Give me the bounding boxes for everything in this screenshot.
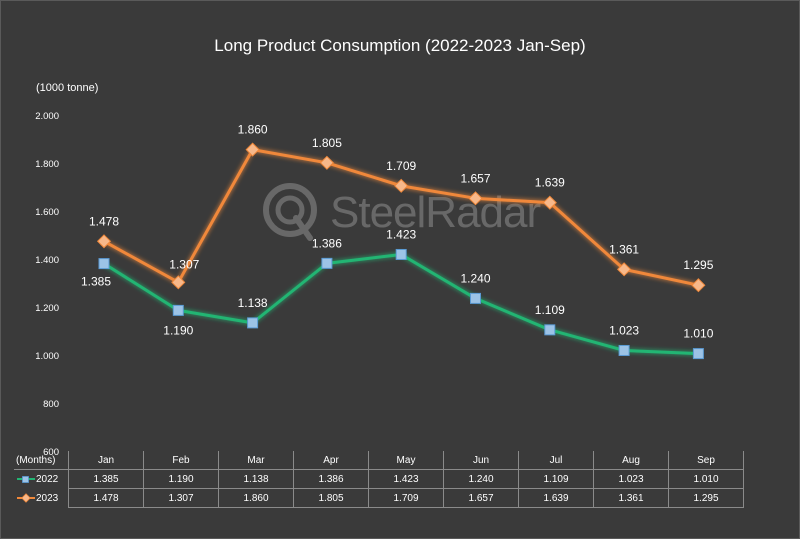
data-point xyxy=(544,324,556,336)
data-label: 1.709 xyxy=(386,159,416,173)
x-tick-label: Sep xyxy=(668,451,744,470)
data-point xyxy=(394,178,409,193)
legend-entry-2023: 2023 xyxy=(14,488,69,508)
y-tick-label: 1.400 xyxy=(35,255,59,266)
data-point xyxy=(319,155,334,170)
x-tick-label: Apr xyxy=(293,451,369,470)
data-point xyxy=(247,317,259,329)
legend-key-2023-icon xyxy=(17,493,35,503)
data-point xyxy=(96,234,112,249)
legend-label-2022: 2022 xyxy=(36,473,59,485)
data-label: 1.023 xyxy=(609,323,639,337)
legend-entry-2022: 2022 xyxy=(14,469,69,489)
table-cell: 1.860 xyxy=(218,488,294,508)
data-label: 1.478 xyxy=(89,214,119,228)
table-cell: 1.709 xyxy=(368,488,444,508)
y-tick-label: 1.600 xyxy=(35,207,59,218)
data-point xyxy=(468,191,483,206)
data-point xyxy=(470,292,481,304)
table-cell: 1.295 xyxy=(668,488,744,508)
data-label: 1.190 xyxy=(163,323,193,337)
table-header-row: (Months) Jan Feb Mar Apr May Jun Jul Aug… xyxy=(14,451,744,470)
data-point xyxy=(172,304,184,316)
data-table: (Months) Jan Feb Mar Apr May Jun Jul Aug… xyxy=(14,451,744,508)
chart-title: Long Product Consumption (2022-2023 Jan-… xyxy=(214,36,586,55)
x-tick-label: Aug xyxy=(593,451,669,470)
data-label: 1.307 xyxy=(169,257,199,271)
watermark: SteelRadar xyxy=(262,178,541,248)
series-2023 xyxy=(96,142,706,293)
table-row-2022: 2022 1.385 1.190 1.138 1.386 1.423 1.240… xyxy=(14,469,744,489)
table-cell: 1.023 xyxy=(593,469,669,489)
data-label: 1.423 xyxy=(386,227,416,241)
data-label: 1.657 xyxy=(460,171,490,185)
y-tick-label: 2.000 xyxy=(35,111,59,122)
series-layer xyxy=(96,142,706,360)
x-tick-label: Jun xyxy=(443,451,519,470)
legend-label-2023: 2023 xyxy=(36,492,59,504)
y-tick-label: 800 xyxy=(43,399,59,410)
table-cell: 1.240 xyxy=(443,469,519,489)
table-cell: 1.138 xyxy=(218,469,294,489)
legend-key-2022-icon xyxy=(17,476,35,484)
x-tick-label: May xyxy=(368,451,444,470)
table-cell: 1.010 xyxy=(668,469,744,489)
data-point xyxy=(171,275,186,290)
data-point xyxy=(395,248,407,260)
data-label: 1.109 xyxy=(535,303,565,317)
table-cell: 1.307 xyxy=(143,488,219,508)
data-labels: 1.385 1.190 1.138 1.386 1.423 1.240 1.109 1.023… xyxy=(81,123,714,341)
data-label: 1.860 xyxy=(238,123,268,137)
data-label: 1.805 xyxy=(312,136,342,150)
table-cell: 1.385 xyxy=(68,469,144,489)
table-cell: 1.423 xyxy=(368,469,444,489)
x-axis-title: (Months) xyxy=(14,451,69,470)
table-cell: 1.639 xyxy=(518,488,594,508)
series-2022 xyxy=(98,248,704,360)
data-point xyxy=(618,344,630,356)
x-tick-label: Feb xyxy=(143,451,219,470)
data-label: 1.386 xyxy=(312,236,342,250)
y-tick-label: 1.800 xyxy=(35,159,59,170)
data-label: 1.240 xyxy=(460,271,490,285)
data-point xyxy=(98,258,110,270)
data-label: 1.639 xyxy=(535,176,565,190)
data-point xyxy=(691,278,706,293)
data-point xyxy=(245,142,260,157)
y-tick-label: 1.200 xyxy=(35,303,59,314)
y-axis-unit-label: (1000 tonne) xyxy=(36,82,99,94)
table-cell: 1.657 xyxy=(443,488,519,508)
data-point xyxy=(542,195,557,210)
x-tick-label: Mar xyxy=(218,451,294,470)
data-label: 1.295 xyxy=(683,258,713,272)
data-point xyxy=(617,262,632,277)
table-cell: 1.805 xyxy=(293,488,369,508)
data-label: 1.361 xyxy=(609,242,639,256)
watermark-text: SteelRadar xyxy=(330,188,541,237)
x-tick-label: Jan xyxy=(68,451,144,470)
table-cell: 1.478 xyxy=(68,488,144,508)
data-label: 1.138 xyxy=(238,296,268,310)
data-label: 1.385 xyxy=(81,275,111,289)
y-tick-label: 1.000 xyxy=(35,351,59,362)
data-point xyxy=(692,348,704,360)
table-cell: 1.109 xyxy=(518,469,594,489)
data-label: 1.010 xyxy=(683,327,713,341)
data-point xyxy=(321,257,333,269)
table-cell: 1.190 xyxy=(143,469,219,489)
table-cell: 1.386 xyxy=(293,469,369,489)
table-row-2023: 2023 1.478 1.307 1.860 1.805 1.709 1.657… xyxy=(14,488,744,508)
x-tick-label: Jul xyxy=(518,451,594,470)
steelradar-logo-icon xyxy=(263,183,317,241)
table-cell: 1.361 xyxy=(593,488,669,508)
